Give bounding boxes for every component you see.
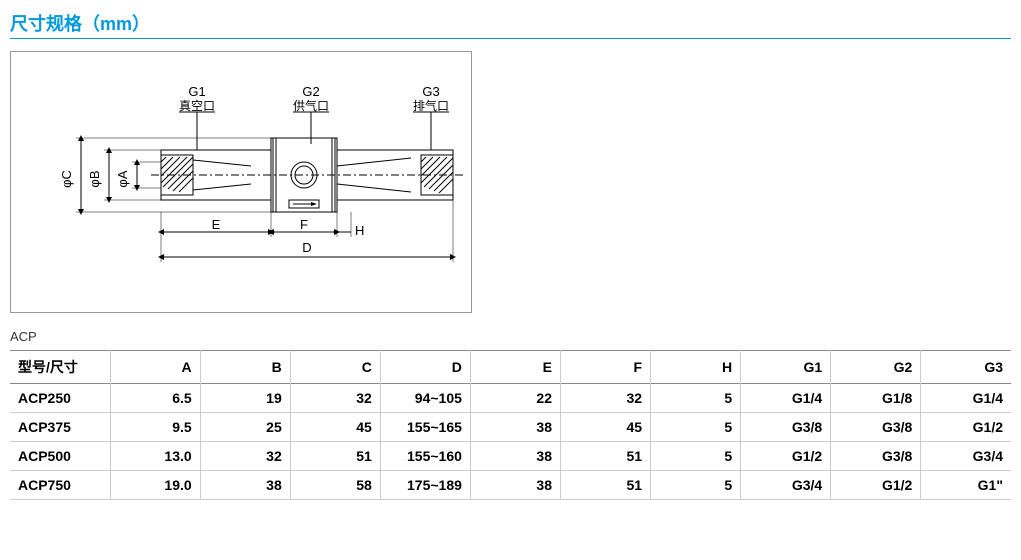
label-phiC: φC (59, 170, 74, 188)
table-header-row: 型号/尺寸 A B C D E F H G1 G2 G3 (10, 351, 1011, 384)
col-C: C (290, 351, 380, 384)
cell: 38 (470, 413, 560, 442)
col-D: D (380, 351, 470, 384)
cell: 9.5 (110, 413, 200, 442)
label-D: D (302, 240, 311, 255)
col-G2: G2 (831, 351, 921, 384)
cell: 38 (200, 471, 290, 500)
cell: 51 (560, 442, 650, 471)
page-title: 尺寸规格（mm） (10, 14, 150, 34)
cell: G1/4 (741, 384, 831, 413)
col-A: A (110, 351, 200, 384)
cell: 45 (290, 413, 380, 442)
col-G3: G3 (921, 351, 1011, 384)
cell: 5 (651, 413, 741, 442)
cell: 32 (200, 442, 290, 471)
label-H: H (355, 223, 364, 238)
label-g2: G2 (302, 84, 319, 99)
col-E: E (470, 351, 560, 384)
cell: G3/8 (741, 413, 831, 442)
col-G1: G1 (741, 351, 831, 384)
cell: 5 (651, 384, 741, 413)
table-row: ACP250 6.5 19 32 94~105 22 32 5 G1/4 G1/… (10, 384, 1011, 413)
cell: 155~160 (380, 442, 470, 471)
cell: ACP750 (10, 471, 110, 500)
cell: G3/8 (831, 442, 921, 471)
dimension-diagram: G1 真空口 G2 供气口 G3 排气口 (10, 51, 472, 313)
label-g2-sub: 供气口 (293, 98, 329, 113)
label-g3-sub: 排气口 (413, 98, 449, 113)
cell: 19.0 (110, 471, 200, 500)
table-row: ACP375 9.5 25 45 155~165 38 45 5 G3/8 G3… (10, 413, 1011, 442)
label-phiA: φA (115, 170, 130, 187)
table-row: ACP500 13.0 32 51 155~160 38 51 5 G1/2 G… (10, 442, 1011, 471)
cell: 32 (290, 384, 380, 413)
cell: 22 (470, 384, 560, 413)
label-F: F (300, 217, 308, 232)
label-g1: G1 (188, 84, 205, 99)
cell: 51 (560, 471, 650, 500)
cell: 51 (290, 442, 380, 471)
label-g3: G3 (422, 84, 439, 99)
cell: 38 (470, 442, 560, 471)
table-body: ACP250 6.5 19 32 94~105 22 32 5 G1/4 G1/… (10, 384, 1011, 500)
cell: G3/4 (921, 442, 1011, 471)
cell: 58 (290, 471, 380, 500)
cell: G1/2 (921, 413, 1011, 442)
cell: G3/8 (831, 413, 921, 442)
cell: 175~189 (380, 471, 470, 500)
cell: ACP250 (10, 384, 110, 413)
cell: G1/4 (921, 384, 1011, 413)
label-E: E (212, 217, 221, 232)
col-B: B (200, 351, 290, 384)
label-g1-sub: 真空口 (179, 99, 215, 113)
cell: 5 (651, 442, 741, 471)
col-model: 型号/尺寸 (10, 351, 110, 384)
cell: 13.0 (110, 442, 200, 471)
cell: 45 (560, 413, 650, 442)
cell: 19 (200, 384, 290, 413)
title-bar: 尺寸规格（mm） (10, 10, 1011, 39)
cell: 94~105 (380, 384, 470, 413)
spec-table: 型号/尺寸 A B C D E F H G1 G2 G3 ACP250 6.5 … (10, 350, 1011, 500)
cell: 32 (560, 384, 650, 413)
cell: G1/8 (831, 384, 921, 413)
cell: 155~165 (380, 413, 470, 442)
col-F: F (560, 351, 650, 384)
label-phiB: φB (87, 170, 102, 187)
cell: 38 (470, 471, 560, 500)
cell: 25 (200, 413, 290, 442)
cell: 5 (651, 471, 741, 500)
cell: ACP500 (10, 442, 110, 471)
cell: ACP375 (10, 413, 110, 442)
cell: G1/2 (831, 471, 921, 500)
cell: G1" (921, 471, 1011, 500)
col-H: H (651, 351, 741, 384)
cell: 6.5 (110, 384, 200, 413)
table-row: ACP750 19.0 38 58 175~189 38 51 5 G3/4 G… (10, 471, 1011, 500)
cell: G1/2 (741, 442, 831, 471)
table-caption: ACP (10, 329, 1011, 344)
cell: G3/4 (741, 471, 831, 500)
